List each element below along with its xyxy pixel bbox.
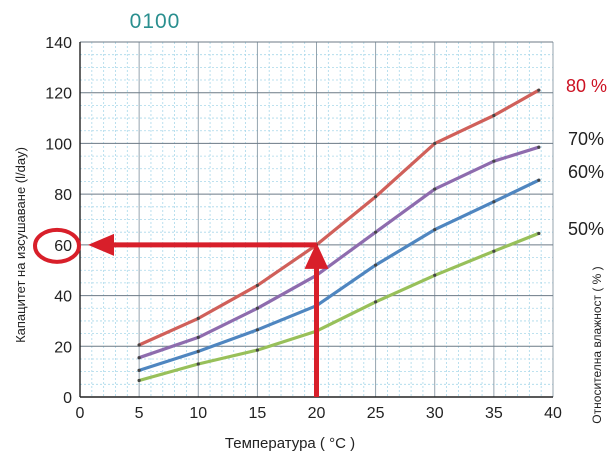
- data-point: [255, 328, 259, 332]
- data-point: [374, 263, 378, 267]
- series-labels: 80 % 70% 60% 50%: [566, 76, 607, 239]
- data-point: [374, 195, 378, 199]
- y-tick-label: 0: [63, 390, 72, 407]
- y-tick-label: 140: [45, 35, 72, 52]
- data-point: [137, 356, 141, 360]
- series-line: [137, 145, 541, 360]
- series-label: 60%: [568, 162, 604, 182]
- series-line: [137, 231, 541, 383]
- data-point: [374, 230, 378, 234]
- data-point: [196, 349, 200, 353]
- data-point: [433, 273, 437, 277]
- annotations: [33, 227, 329, 397]
- data-point: [255, 306, 259, 310]
- secondary-axis-label: Относителна влажност ( % ): [590, 266, 604, 423]
- series-line: [137, 178, 541, 372]
- y-tick-label: 80: [54, 187, 72, 204]
- data-point: [374, 300, 378, 304]
- data-point: [433, 228, 437, 232]
- y-tick-label: 60: [54, 238, 72, 255]
- series-label: 80 %: [566, 76, 607, 96]
- x-tick-label: 10: [189, 405, 207, 422]
- x-tick-label: 25: [367, 405, 385, 422]
- series-label: 70%: [568, 129, 604, 149]
- x-axis-label: Температура ( °C ): [225, 435, 355, 452]
- x-tick-label: 20: [308, 405, 326, 422]
- x-tick-label: 5: [135, 405, 144, 422]
- highlight-circle: [33, 227, 81, 264]
- data-point: [433, 141, 437, 146]
- data-point: [255, 348, 259, 352]
- data-point: [537, 231, 541, 236]
- data-point: [433, 187, 437, 191]
- y-axis-label: Капацитет на изсушаване (l/day): [13, 147, 28, 343]
- data-point: [137, 343, 141, 347]
- data-point: [137, 378, 141, 383]
- data-point: [492, 113, 496, 118]
- y-tick-label: 20: [54, 339, 72, 356]
- data-point: [492, 159, 496, 163]
- data-point: [537, 178, 541, 182]
- data-point: [137, 368, 141, 372]
- data-point: [255, 283, 259, 288]
- y-tick-label: 120: [45, 86, 72, 103]
- series-lines: [137, 88, 541, 383]
- tick-labels: 0 5 10 15 20 25 30 35 40 0 20 40 60 80 100 120 140: [45, 35, 562, 422]
- x-tick-label: 15: [248, 405, 266, 422]
- x-tick-label: 40: [544, 405, 562, 422]
- horizontal-arrowhead: [88, 233, 114, 256]
- x-tick-label: 30: [426, 405, 444, 422]
- data-point: [196, 335, 200, 340]
- data-point: [492, 200, 496, 204]
- series-label: 50%: [568, 219, 604, 239]
- data-point: [196, 316, 200, 320]
- x-tick-label: 0: [76, 405, 85, 422]
- chart-title: 0100: [130, 10, 181, 33]
- vertical-arrowhead: [304, 242, 329, 269]
- data-point: [537, 145, 541, 149]
- series-line: [137, 88, 541, 347]
- data-point: [492, 249, 496, 253]
- y-tick-label: 40: [54, 289, 72, 306]
- data-point: [537, 88, 541, 92]
- y-tick-label: 100: [45, 136, 72, 153]
- x-tick-label: 35: [485, 405, 503, 422]
- data-point: [196, 362, 200, 366]
